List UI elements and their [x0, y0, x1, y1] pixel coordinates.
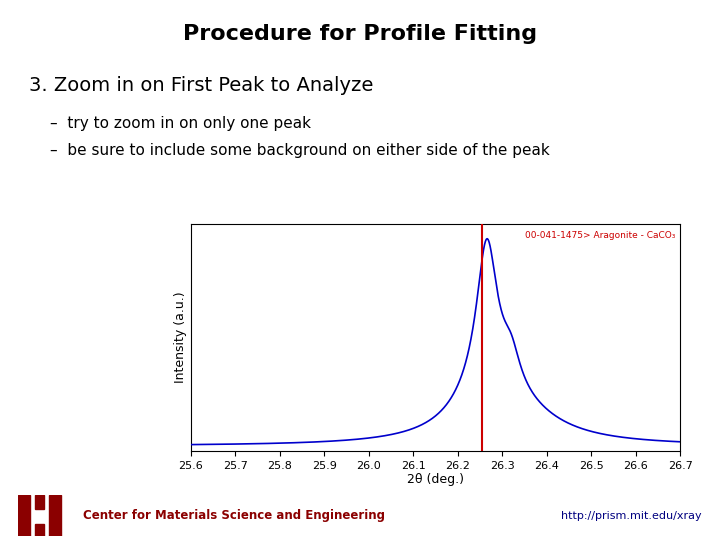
Text: Center for Materials Science and Engineering: Center for Materials Science and Enginee… [83, 509, 384, 522]
X-axis label: 2θ (deg.): 2θ (deg.) [407, 474, 464, 487]
Bar [49, 495, 61, 536]
Text: –  be sure to include some background on either side of the peak: – be sure to include some background on … [50, 143, 550, 158]
Text: Procedure for Profile Fitting: Procedure for Profile Fitting [183, 24, 537, 44]
Bar [18, 495, 30, 536]
Text: http://prism.mit.edu/xray: http://prism.mit.edu/xray [562, 511, 702, 521]
Bar [35, 495, 44, 509]
Text: 00-041-1475> Aragonite - CaCO₃: 00-041-1475> Aragonite - CaCO₃ [525, 231, 675, 240]
Bar [35, 524, 44, 536]
Y-axis label: Intensity (a.u.): Intensity (a.u.) [174, 292, 186, 383]
Text: 3. Zoom in on First Peak to Analyze: 3. Zoom in on First Peak to Analyze [29, 76, 373, 94]
Text: –  try to zoom in on only one peak: – try to zoom in on only one peak [50, 116, 311, 131]
